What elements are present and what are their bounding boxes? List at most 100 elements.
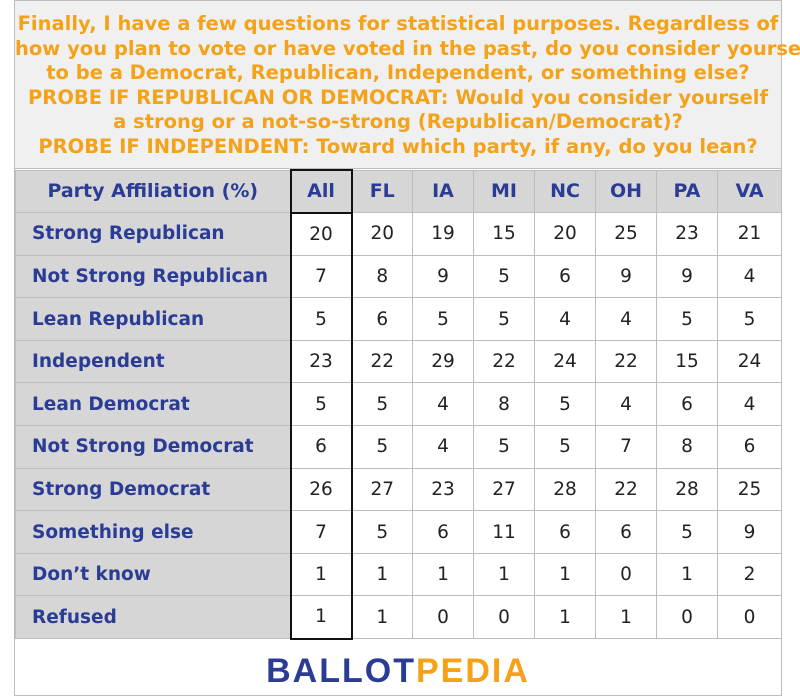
table-cell: 4 [412,425,474,469]
table-cell: 29 [412,339,474,384]
question-text: Finally, I have a few questions for stat… [15,1,800,169]
table-cell: 22 [595,339,657,384]
table-cell: 20 [534,212,596,256]
table-cell: 5 [656,510,718,554]
table-cell: 2 [717,552,782,597]
table-cell: 4 [717,254,782,299]
table-cell: 1 [595,595,657,640]
table-cell: 0 [473,595,535,640]
table-cell: 24 [717,339,782,384]
column-header: All [289,169,353,214]
column-header: FL [351,169,413,214]
table-cell: 26 [289,467,353,512]
table-cell: 22 [595,467,657,512]
table-cell: 4 [412,382,474,427]
table-cell: 23 [656,212,718,256]
poll-table-card: Finally, I have a few questions for stat… [14,0,800,696]
table-cell: 9 [717,510,782,554]
column-header: VA [717,169,782,214]
table-cell: 4 [717,382,782,427]
table-cell: 20 [289,211,353,256]
table-cell: 7 [289,254,353,299]
table-cell: 15 [656,339,718,384]
table-row: Not Strong Democrat 6 5 4 5 5 7 8 6 [15,425,782,469]
table-cell: 28 [534,467,596,512]
table-cell: 25 [717,467,782,512]
table-cell: 6 [717,425,782,469]
table-cell: 5 [289,382,353,427]
table-cell: 4 [534,297,596,341]
table-row: Strong Democrat 26 27 23 27 28 22 28 25 [15,467,782,512]
table-cell: 8 [656,425,718,469]
table-cell: 23 [289,339,353,384]
table-cell: 5 [534,382,596,427]
table-cell: 27 [351,467,413,512]
table-cell: 9 [595,254,657,299]
table-cell: 11 [473,510,535,554]
table-cell: 6 [534,510,596,554]
table-cell: 4 [595,382,657,427]
row-label: Lean Democrat [15,382,291,427]
table-cell: 1 [351,595,413,640]
table-row: Something else 7 5 6 11 6 6 5 9 [15,510,782,554]
table-cell: 9 [656,254,718,299]
table-cell: 20 [351,212,413,256]
table-cell: 4 [595,297,657,341]
question-line: how you plan to vote or have voted in th… [15,36,800,60]
table-row: Not Strong Republican 7 8 9 5 6 9 9 4 [15,254,782,299]
table-cell: 27 [473,467,535,512]
table-row: Strong Republican 20 20 19 15 20 25 23 21 [15,211,782,256]
table-cell: 0 [656,595,718,640]
table-cell: 5 [473,254,535,299]
table-row: Lean Democrat 5 5 4 8 5 4 6 4 [15,382,782,427]
table-cell: 23 [412,467,474,512]
table-cell: 5 [351,510,413,554]
table-row: Lean Republican 5 6 5 5 4 4 5 5 [15,297,782,341]
table-cell: 7 [289,510,353,554]
table-cell: 22 [473,339,535,384]
row-label: Not Strong Republican [15,254,291,299]
table-cell: 25 [595,212,657,256]
row-label: Lean Republican [15,297,291,341]
party-affiliation-table: Party Affiliation (%) All FL IA MI NC OH… [15,169,782,640]
table-cell: 24 [534,339,596,384]
column-header: MI [473,169,535,214]
column-header: OH [595,169,657,214]
table-header-row: Party Affiliation (%) All FL IA MI NC OH… [15,169,782,214]
table-cell: 5 [473,425,535,469]
row-label: Not Strong Democrat [15,425,291,469]
row-label: Strong Democrat [15,467,291,512]
table-cell: 6 [351,297,413,341]
row-label: Independent [15,339,291,384]
table-cell: 5 [412,297,474,341]
table-cell: 22 [351,339,413,384]
table-cell: 1 [473,552,535,597]
table-cell: 21 [717,212,782,256]
probe-line: PROBE IF REPUBLICAN OR DEMOCRAT: Would y… [28,85,768,109]
logo-part-pedia: PEDIA [415,652,530,690]
table-cell: 5 [717,297,782,341]
table-cell: 1 [351,552,413,597]
table-cell: 6 [534,254,596,299]
column-header: Party Affiliation (%) [15,169,291,214]
column-header: NC [534,169,596,214]
table-cell: 19 [412,212,474,256]
table-cell: 1 [412,552,474,597]
table-cell: 6 [289,425,353,469]
row-label: Something else [15,510,291,554]
table-row: Don’t know 1 1 1 1 1 0 1 2 [15,552,782,597]
table-cell: 1 [289,595,353,640]
table-cell: 5 [656,297,718,341]
row-label: Refused [15,595,291,640]
column-header: PA [656,169,718,214]
table-cell: 8 [473,382,535,427]
table-cell: 28 [656,467,718,512]
table-cell: 0 [412,595,474,640]
table-cell: 1 [656,552,718,597]
table-cell: 5 [534,425,596,469]
table-cell: 6 [595,510,657,554]
table-cell: 5 [351,425,413,469]
logo-part-ballot: BALLOT [266,652,416,690]
probe-line: a strong or a not-so-strong (Republican/… [113,110,683,134]
table-cell: 15 [473,212,535,256]
